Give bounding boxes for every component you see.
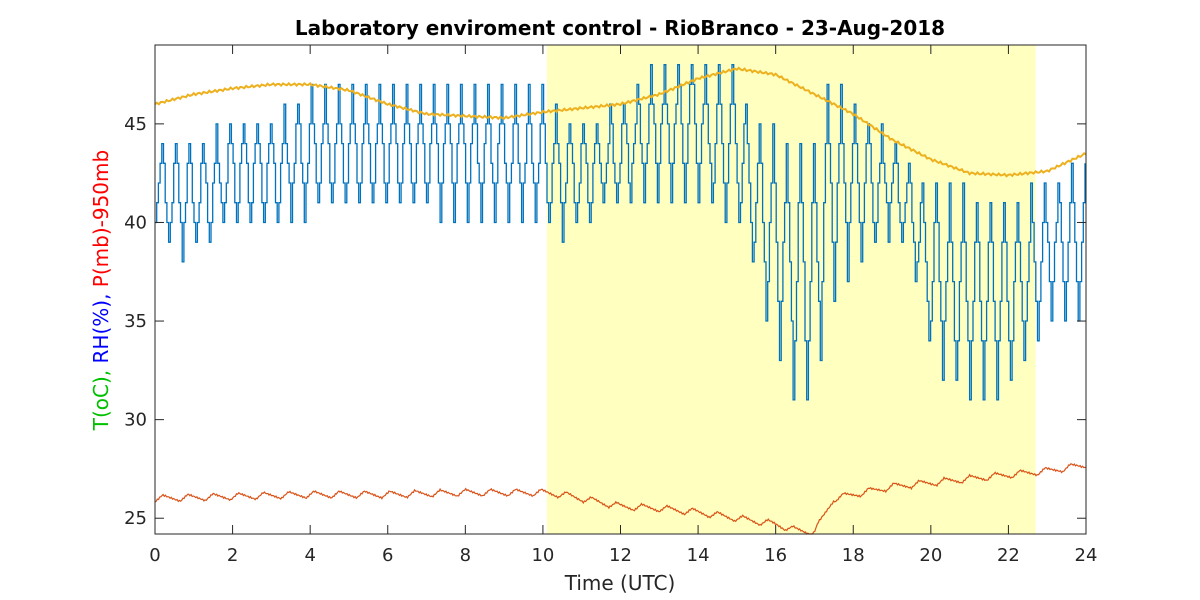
y-axis-label: T(oC), RH(%), P(mb)-950mb — [89, 150, 113, 431]
series-line-3 — [154, 463, 1087, 535]
x-axis-label: Time (UTC) — [564, 571, 676, 595]
x-tick-label-3: 6 — [382, 545, 393, 566]
y-tick-label-2: 35 — [124, 311, 147, 332]
x-tick-label-10: 20 — [919, 545, 942, 566]
x-tick-label-1: 2 — [227, 545, 238, 566]
chart-title: Laboratory enviroment control - RioBranc… — [295, 16, 945, 40]
y-axis-label-part-2: P(mb)-950mb — [89, 150, 113, 287]
x-tick-label-7: 14 — [687, 545, 710, 566]
y-axis-label-part-0: T(oC), — [89, 363, 113, 431]
x-tick-label-9: 18 — [842, 545, 865, 566]
y-tick-label-4: 45 — [124, 114, 147, 135]
x-tick-label-5: 10 — [531, 545, 554, 566]
y-axis-label-part-1: RH(%), — [89, 287, 113, 363]
y-tick-label-1: 30 — [124, 410, 147, 431]
x-tick-label-12: 24 — [1075, 545, 1098, 566]
x-tick-label-4: 8 — [460, 545, 471, 566]
series-line-1 — [155, 64, 1086, 401]
y-tick-label-3: 40 — [124, 212, 147, 233]
x-tick-label-11: 22 — [997, 545, 1020, 566]
x-tick-label-2: 4 — [304, 545, 315, 566]
y-tick-label-0: 25 — [124, 508, 147, 529]
x-tick-label-0: 0 — [149, 545, 160, 566]
series-line-2 — [154, 66, 1087, 178]
x-tick-label-8: 16 — [764, 545, 787, 566]
x-tick-label-6: 12 — [609, 545, 632, 566]
